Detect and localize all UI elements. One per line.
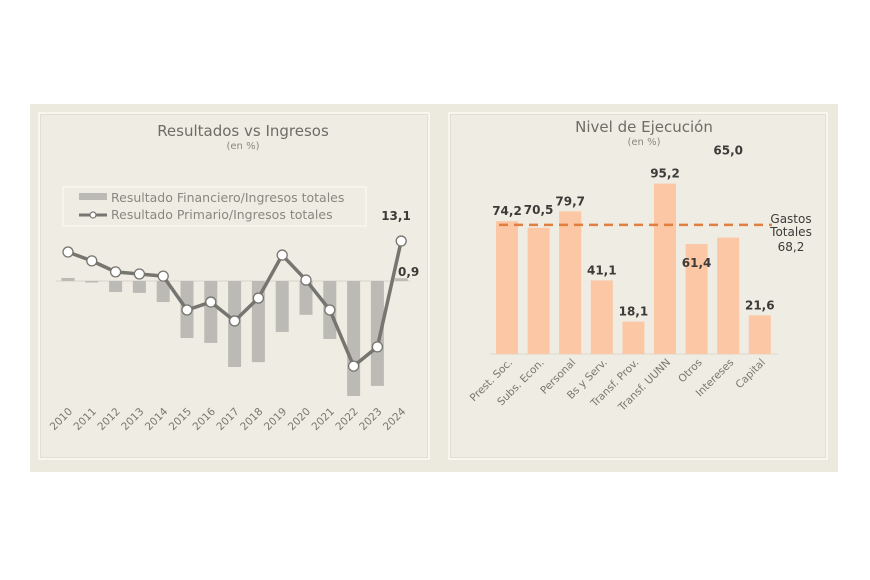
data-label: 74,2 (492, 204, 522, 218)
point-primario-2013 (133, 268, 146, 280)
point-primario-2019 (276, 249, 288, 261)
left-chart-title: Resultados vs Ingresos (157, 122, 329, 140)
right-chart-title: Nivel de Ejecución (575, 118, 713, 136)
bar-prest-soc- (496, 221, 518, 354)
data-label: 61,4 (682, 256, 712, 270)
data-label-financiero-2024: 0,9 (398, 265, 419, 279)
point-primario-2010 (62, 246, 74, 258)
right-chart-subtitle: (en %) (628, 137, 661, 148)
data-label: 18,1 (619, 305, 649, 319)
bar-bs-y-serv- (590, 280, 613, 354)
bar-financiero-2010 (61, 277, 75, 281)
bar-financiero-2012 (109, 281, 123, 292)
bar-transf-prov- (622, 321, 645, 354)
reference-label-line2: Totales (769, 225, 812, 239)
left-chart-subtitle: (en %) (227, 141, 260, 152)
bar-financiero-2014 (156, 281, 170, 303)
legend-bar-swatch (79, 193, 107, 200)
bar-personal (559, 211, 582, 354)
bar-financiero-2020 (299, 281, 313, 315)
bar-financiero-2023 (370, 281, 384, 386)
data-label: 70,5 (524, 203, 554, 217)
x-tick-label: Otros (676, 357, 705, 386)
point-primario-2011 (86, 255, 98, 267)
point-primario-2022 (347, 360, 360, 372)
bar-financiero-2013 (132, 281, 146, 293)
point-primario-2018 (252, 292, 265, 304)
bar-subs-econ- (527, 227, 550, 354)
x-tick-label: Capital (733, 357, 768, 392)
bar-financiero-2011 (85, 281, 99, 283)
bar-financiero-2024 (394, 278, 408, 281)
reference-label-line1: Gastos (770, 212, 811, 226)
bar-intereses (717, 237, 740, 354)
bar-transf-uunn (654, 183, 676, 354)
legend-box (62, 186, 367, 227)
legend-label-primario: Resultado Primario/Ingresos totales (111, 207, 333, 222)
point-primario-2012 (109, 266, 122, 278)
data-label: 79,7 (555, 194, 585, 208)
data-label: 21,6 (745, 298, 775, 312)
point-primario-2020 (300, 274, 312, 286)
point-primario-2016 (205, 296, 217, 308)
bar-financiero-2016 (204, 281, 218, 343)
reference-value-label: 68,2 (778, 240, 805, 254)
point-primario-2015 (181, 304, 193, 316)
bar-financiero-2019 (275, 281, 289, 332)
point-primario-2023 (371, 341, 384, 353)
point-primario-2021 (324, 304, 336, 316)
point-primario-2014 (157, 270, 169, 282)
bar-capital (748, 315, 771, 354)
bar-otros (685, 244, 708, 354)
legend: Resultado Financiero/Ingresos totales Re… (62, 186, 367, 227)
data-label: 65,0 (713, 144, 743, 158)
data-label: 95,2 (650, 167, 680, 181)
data-label-primario-2024: 13,1 (381, 209, 411, 223)
legend-label-financiero: Resultado Financiero/Ingresos totales (111, 190, 344, 205)
point-primario-2017 (228, 315, 241, 327)
data-label: 41,1 (587, 263, 617, 277)
point-primario-2024 (395, 235, 407, 247)
legend-marker-icon (89, 211, 97, 219)
